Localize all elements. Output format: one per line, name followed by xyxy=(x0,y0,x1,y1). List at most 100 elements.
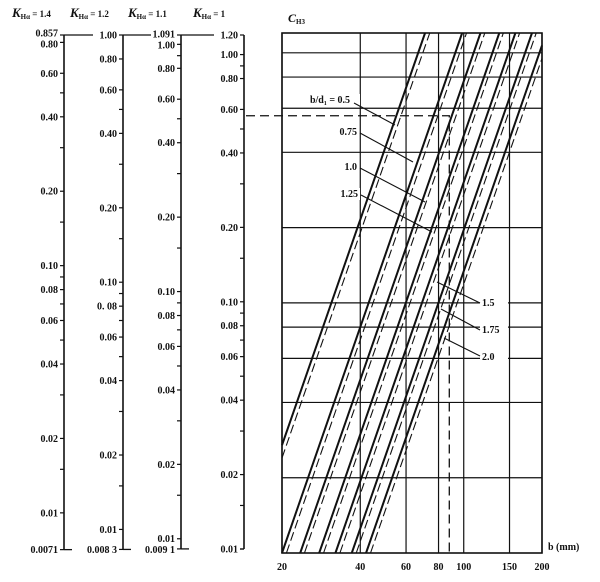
scale-tick-label: 0.04 xyxy=(221,396,239,407)
scale-tick-label: 0.04 xyxy=(100,376,118,387)
dashed-series-line xyxy=(303,32,486,554)
scale-tick-label: 0.80 xyxy=(100,54,118,65)
series-label-bg xyxy=(331,161,359,173)
scale-tick-label: 0.80 xyxy=(41,40,59,51)
scale-tick-label: 0.40 xyxy=(100,129,118,140)
series-label: 0.75 xyxy=(340,127,358,138)
dashed-series-line xyxy=(355,32,537,554)
scale-tick-label: 0.40 xyxy=(221,148,239,159)
series-line xyxy=(299,32,482,554)
series-label-bg xyxy=(480,351,508,363)
scale-tick-label: 0.10 xyxy=(158,287,176,298)
series-line xyxy=(334,32,517,554)
x-tick-label: 150 xyxy=(502,562,517,573)
scale-tick-label: 0.10 xyxy=(221,297,239,308)
scale-k-1: KHα = 1.2 1.00 0.80 0.60 0.40 0.20 0.10 0. 08 0.… xyxy=(69,5,151,556)
scale-title: KHα = 1 xyxy=(192,5,226,21)
scale-tick-label: 0.60 xyxy=(221,105,239,116)
x-tick-label: 100 xyxy=(456,562,471,573)
scale-tick-label: 1.091 xyxy=(153,30,176,41)
dashed-series-line xyxy=(369,58,543,554)
scale-tick-label: 0.02 xyxy=(221,470,239,481)
series-label: 1.5 xyxy=(482,298,495,309)
scale-tick-label: 0.08 xyxy=(221,321,239,332)
scale-tick-label: 1.00 xyxy=(221,50,239,61)
scale-k-3: KHα = 1 1.20 1.00 0.80 0.60 0.40 0.20 0.10 0.08 0… xyxy=(192,5,245,556)
scale-title: KHα = 1.2 xyxy=(69,5,109,21)
series-line xyxy=(350,32,533,554)
scale-tick-label: 0.10 xyxy=(100,278,118,289)
series-label-bg xyxy=(480,297,508,309)
scale-tick-label: 0.01 xyxy=(41,508,59,519)
scale-tick-label: 0.857 xyxy=(36,29,59,40)
series-label: 2.0 xyxy=(482,352,495,363)
scale-tick-label: 0.20 xyxy=(41,187,59,198)
scale-tick-label: 0.02 xyxy=(158,460,176,471)
series-label-leader xyxy=(440,308,481,331)
scale-tick-label: 1.00 xyxy=(100,31,118,42)
scale-tick-label: 0.009 1 xyxy=(145,545,175,556)
scale-tick-label: 0.04 xyxy=(158,385,176,396)
scale-tick-label: 0.60 xyxy=(41,69,59,80)
x-tick-label: 200 xyxy=(535,562,550,573)
scale-tick-label: 0.01 xyxy=(100,525,118,536)
dashed-series-line xyxy=(323,32,504,554)
chart-series xyxy=(281,32,543,554)
scale-tick-label: 0.01 xyxy=(221,545,239,556)
series-line xyxy=(365,45,543,554)
scale-tick-label: 0.40 xyxy=(158,138,176,149)
series-label-bg xyxy=(331,126,359,138)
dashed-series-line xyxy=(339,32,521,554)
scale-title: KHα = 1.4 xyxy=(11,5,51,21)
dashed-series-line xyxy=(285,32,468,554)
series-label-bg xyxy=(480,324,508,336)
series-label-bg xyxy=(302,94,360,106)
scale-tick-label: 0.20 xyxy=(221,223,239,234)
scale-tick-label: 0.01 xyxy=(158,534,176,545)
series-line xyxy=(281,32,427,446)
series-label: 1.25 xyxy=(341,189,359,200)
series-label: 1.0 xyxy=(345,162,358,173)
series-label-leader xyxy=(436,281,481,304)
scale-tick-label: 0.06 xyxy=(41,316,59,327)
x-tick-label: 40 xyxy=(355,562,365,573)
x-tick-label: 20 xyxy=(277,562,287,573)
x-tick-label: 80 xyxy=(434,562,444,573)
series-label: 1.75 xyxy=(482,325,500,336)
scale-tick-label: 0.20 xyxy=(158,213,176,224)
scale-tick-label: 0.06 xyxy=(158,342,176,353)
scale-tick-label: 0.02 xyxy=(41,434,59,445)
series-label: b/d₁ = 0.5 xyxy=(310,95,350,106)
scale-tick-label: 0.10 xyxy=(41,261,59,272)
scale-tick-label: 0.06 xyxy=(100,333,118,344)
scale-tick-label: 0.0071 xyxy=(31,545,59,556)
y-axis-label: CH3 xyxy=(288,11,305,26)
chart-frame xyxy=(281,32,543,554)
example-dashed-path xyxy=(246,115,450,553)
series-label-leader xyxy=(360,194,433,233)
scale-tick-label: 0.80 xyxy=(158,64,176,75)
dashed-series-line xyxy=(281,32,431,459)
scale-tick-label: 0.008 3 xyxy=(87,545,117,556)
chart-grid xyxy=(281,33,543,553)
scale-tick-label: 0.20 xyxy=(100,203,118,214)
series-label-leader xyxy=(353,102,396,126)
scale-tick-label: 0.60 xyxy=(158,95,176,106)
scale-tick-label: 1.00 xyxy=(158,41,176,52)
scale-tick-label: 0.40 xyxy=(41,112,59,123)
scale-tick-label: 0. 08 xyxy=(97,302,117,313)
scale-tick-label: 1.20 xyxy=(221,31,239,42)
scale-tick-label: 0.60 xyxy=(100,85,118,96)
scale-tick-label: 0.80 xyxy=(221,74,239,85)
x-axis-label: b (mm) xyxy=(548,542,579,553)
series-label-bg xyxy=(332,188,360,200)
scale-title: KHα = 1.1 xyxy=(127,5,167,21)
scale-tick-label: 0.06 xyxy=(221,352,239,363)
series-label-leader xyxy=(359,132,414,163)
x-tick-label: 60 xyxy=(401,562,411,573)
series-label-leader xyxy=(443,337,481,357)
scale-tick-label: 0.08 xyxy=(41,285,59,296)
